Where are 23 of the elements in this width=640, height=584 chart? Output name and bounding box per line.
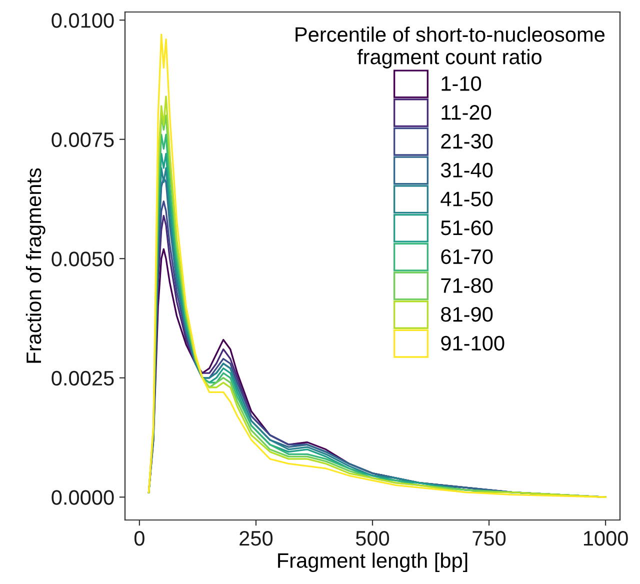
y-tick-label: 0.0075 bbox=[52, 132, 114, 148]
legend-label: 11-20 bbox=[442, 105, 492, 120]
x-tick-label: 250 bbox=[240, 530, 273, 546]
x-tick-label: 1000 bbox=[584, 530, 628, 546]
legend-label: 41-50 bbox=[440, 192, 493, 206]
legend-label: 81-90 bbox=[441, 307, 493, 322]
y-axis-title: Fraction of fragments bbox=[26, 168, 46, 363]
legend-title: Percentile of short-to-nucleosome fragment count ratio bbox=[296, 26, 605, 68]
x-axis-title: Fragment length [bp] bbox=[278, 552, 468, 572]
y-tick-label: 0.0100 bbox=[52, 13, 114, 28]
x-tick-label: 500 bbox=[356, 530, 390, 546]
y-tick-label: 0.0050 bbox=[52, 252, 114, 266]
legend-label: 21-30 bbox=[441, 134, 493, 149]
legend-label: 51-60 bbox=[441, 220, 493, 236]
x-tick-label: 750 bbox=[472, 530, 506, 546]
legend-label: 61-70 bbox=[441, 249, 493, 264]
x-tick-label: 0 bbox=[134, 530, 144, 546]
legend-label: 71-80 bbox=[441, 278, 493, 293]
legend-label: 31-40 bbox=[440, 162, 493, 178]
legend-label: 91-100 bbox=[441, 336, 504, 351]
y-tick-label: 0.0000 bbox=[52, 490, 114, 505]
legend-label: 1-10 bbox=[442, 76, 482, 91]
y-tick-label: 0.0025 bbox=[52, 370, 114, 386]
